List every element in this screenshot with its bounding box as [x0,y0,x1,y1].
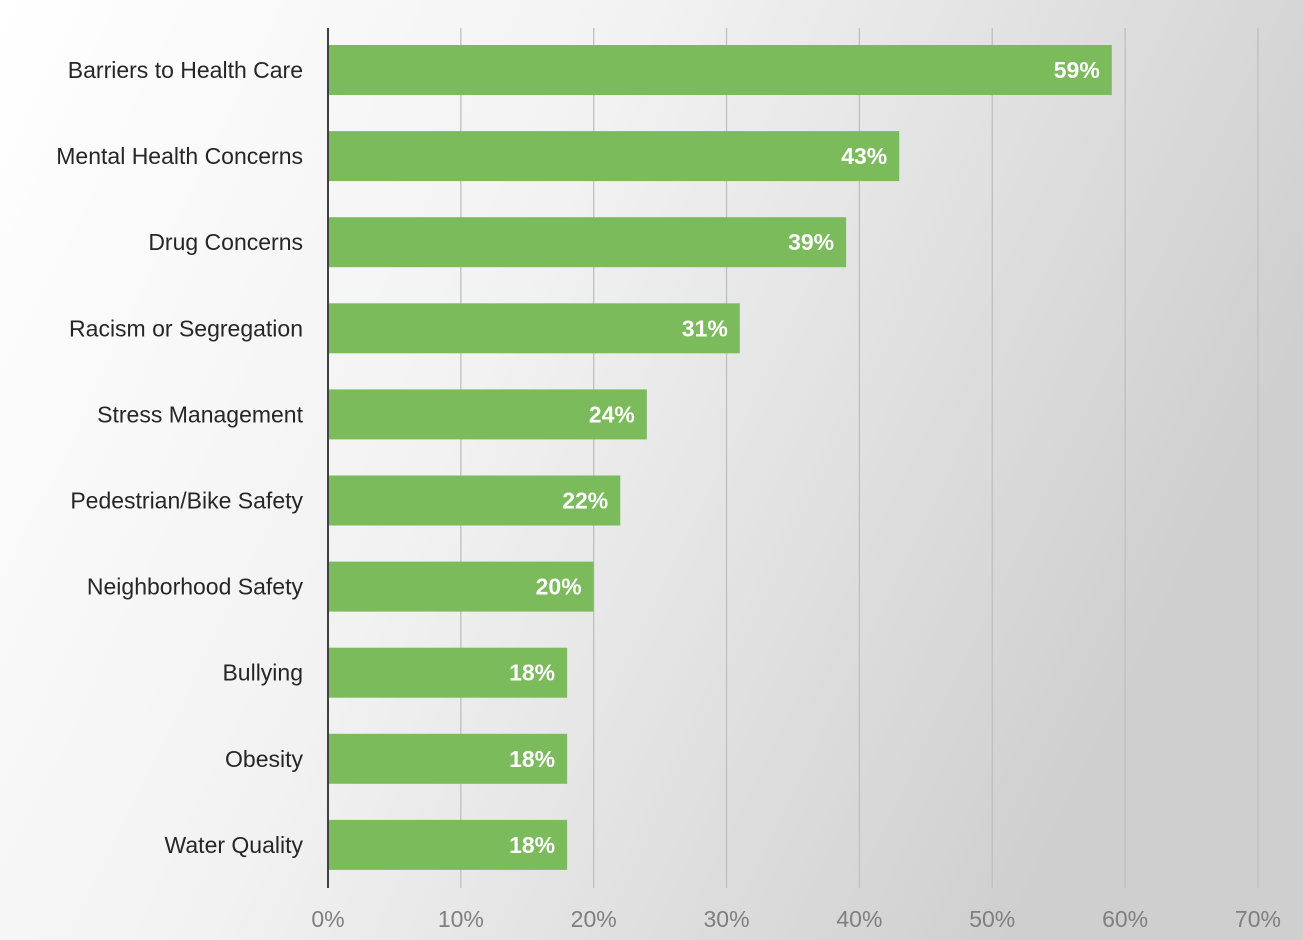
data-label: 18% [509,660,555,686]
data-label: 43% [841,143,887,169]
category-label: Mental Health Concerns [56,143,303,169]
category-label: Obesity [225,746,303,772]
category-label: Bullying [222,660,303,686]
bar [328,303,740,354]
bar [328,561,594,612]
data-label: 20% [536,574,582,600]
data-label: 22% [562,488,608,514]
category-label: Neighborhood Safety [87,574,304,600]
x-tick-label: 70% [1235,906,1281,932]
data-label: 39% [788,229,834,255]
data-label: 18% [509,746,555,772]
x-tick-label: 20% [571,906,617,932]
bar [328,131,900,182]
category-label: Stress Management [97,401,303,427]
x-tick-label: 60% [1102,906,1148,932]
x-tick-label: 40% [836,906,882,932]
category-label: Drug Concerns [148,229,303,255]
category-label: Water Quality [165,832,304,858]
bars [328,45,1112,870]
data-label: 31% [682,315,728,341]
bar [328,389,647,440]
x-tick-label: 30% [704,906,750,932]
data-label: 59% [1054,57,1100,83]
bar [328,647,568,698]
bar [328,819,568,870]
category-label: Racism or Segregation [69,315,303,341]
data-label: 24% [589,401,635,427]
bar [328,45,1112,95]
x-tick-label: 0% [311,906,344,932]
labels: 0% 10% 20% 30% 40% 50% 60% 70% Barriers to Healt… [56,57,1281,932]
bar [328,475,621,526]
bar [328,733,568,784]
x-tick-label: 10% [438,906,484,932]
category-label: Pedestrian/Bike Safety [70,488,303,514]
x-tick-label: 50% [969,906,1015,932]
bar [328,217,847,268]
category-label: Barriers to Health Care [68,57,303,83]
data-label: 18% [509,832,555,858]
